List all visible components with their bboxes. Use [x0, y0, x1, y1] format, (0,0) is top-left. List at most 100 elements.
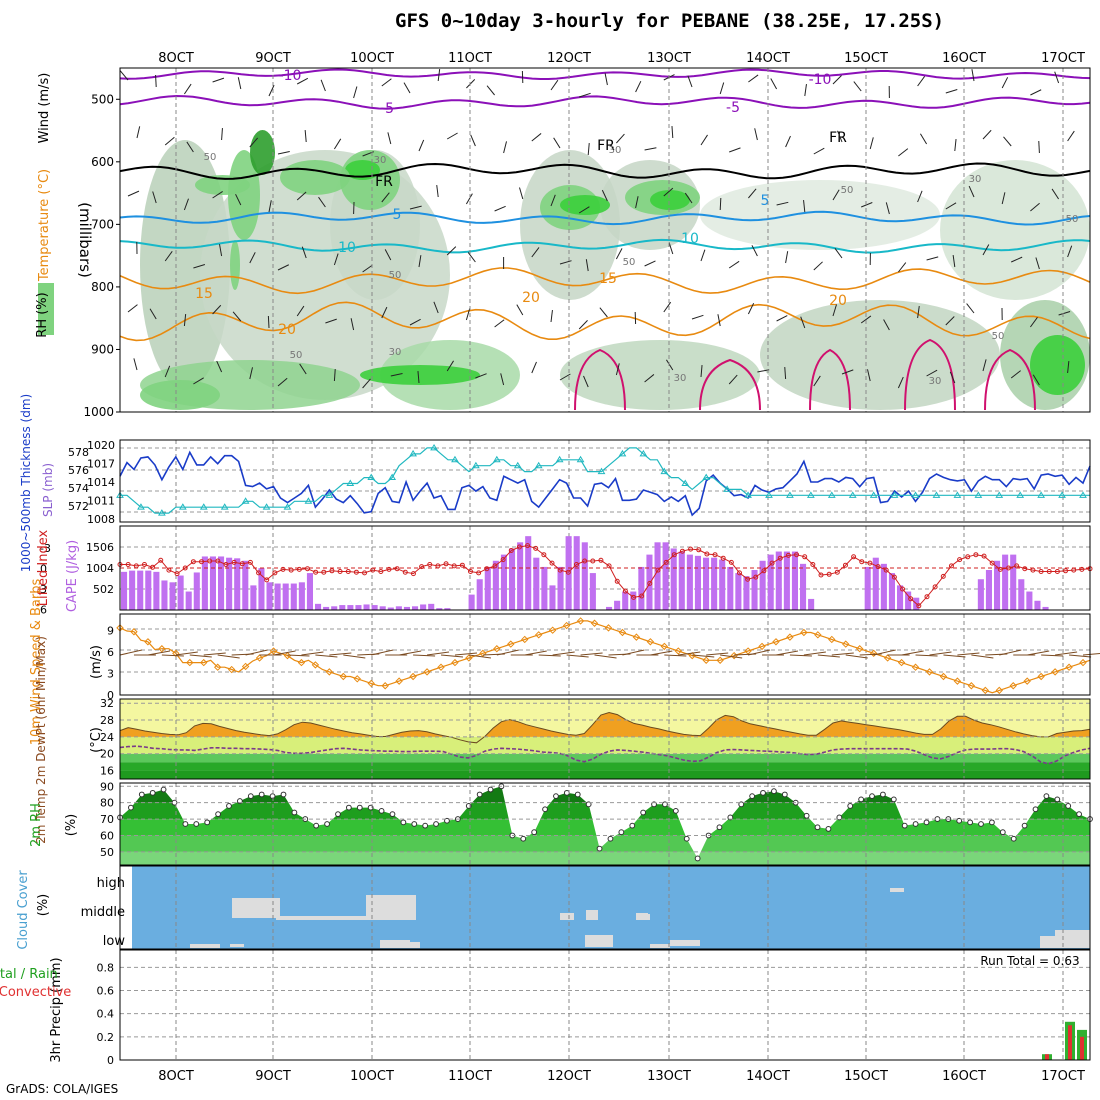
rh-moist-area	[250, 130, 275, 175]
wind-barb	[966, 303, 975, 314]
cape-bar	[589, 573, 596, 610]
x-tick-bottom: 12OCT	[547, 1069, 591, 1084]
slp-tick: 1014	[87, 476, 115, 489]
wind-speed-marker	[255, 654, 264, 662]
wind-barb	[550, 194, 556, 207]
wind-barb	[237, 77, 242, 90]
wind-barb	[362, 378, 371, 389]
wind-barb	[301, 246, 307, 259]
wind-barb	[719, 197, 722, 211]
wind-barb	[1054, 71, 1060, 84]
rh-marker	[760, 789, 766, 796]
wind-barb	[1001, 77, 1009, 89]
wind-barb	[1029, 316, 1038, 328]
wind-barb	[587, 143, 590, 156]
wind-speed-marker	[758, 642, 766, 651]
cape-bar	[290, 583, 297, 610]
surface-wind-barb	[399, 650, 422, 656]
cape-bar	[121, 571, 128, 610]
slp-marker	[513, 461, 522, 469]
wind-barb	[954, 139, 957, 152]
footer-credit: GrADS: COLA/IGES	[6, 1082, 119, 1096]
wind-barb	[644, 260, 656, 267]
x-tick-bottom: 14OCT	[746, 1069, 790, 1084]
lifted-index-marker	[516, 544, 522, 550]
wind-barb	[409, 318, 421, 326]
slp-marker	[786, 491, 794, 498]
lifted-index-marker	[785, 552, 791, 558]
cloud-level-label: middle	[81, 905, 125, 920]
rh-band	[120, 802, 1090, 820]
wind-speed-marker	[213, 663, 222, 671]
cross-section-frame	[119, 67, 1091, 413]
lifted-index-marker	[573, 562, 579, 567]
surface-wind-barb	[775, 650, 799, 656]
rh-moist-area	[560, 195, 610, 215]
surface-wind-barb	[566, 654, 589, 658]
cape-bar	[274, 583, 281, 610]
wind-barb	[813, 375, 821, 387]
wind-barb	[853, 81, 862, 92]
wind-barb	[917, 75, 926, 87]
slp-marker	[241, 497, 250, 504]
wind-barb	[164, 365, 171, 378]
cape-bar	[315, 603, 322, 610]
rh-marker	[356, 804, 363, 811]
wind-speed-marker	[953, 677, 962, 685]
surface-wind-barb	[552, 651, 575, 656]
surface-wind-barb	[692, 654, 715, 658]
wind-barb	[770, 78, 778, 90]
wind-barb	[500, 373, 505, 386]
lifted-index-marker	[769, 560, 775, 566]
temperature-legend-label: Temperature (°C)	[37, 169, 52, 282]
wind-speed-marker	[297, 658, 306, 667]
wind-speed-marker	[646, 638, 655, 646]
rh-contour-label: 50	[1066, 214, 1079, 225]
isotherm-25	[574, 348, 626, 411]
wind-barb	[325, 318, 337, 324]
slp-marker	[806, 491, 815, 498]
slp-tick: 1011	[87, 495, 115, 508]
wind-barb	[296, 305, 305, 317]
wind-barb	[1058, 311, 1071, 316]
wind-speed-marker	[869, 649, 878, 658]
lifted-index-marker	[679, 548, 685, 554]
cape-bar	[606, 606, 613, 610]
wind-speed-marker	[800, 628, 808, 637]
rh-marker	[160, 786, 167, 793]
wind-barb	[684, 192, 693, 204]
temp-tick: 28	[100, 714, 114, 727]
precip-tick: 0.8	[97, 961, 115, 974]
cloud-block	[366, 895, 416, 920]
lifted-index-marker	[614, 578, 620, 584]
surface-wind-barb	[747, 649, 771, 656]
cape-bar	[905, 591, 912, 610]
lifted-index-marker	[410, 571, 416, 577]
cape-bar	[169, 582, 176, 610]
rh-marker	[487, 786, 494, 793]
wind-barb	[841, 369, 854, 375]
slp-tick: 1020	[87, 439, 115, 452]
cape-bar	[129, 570, 136, 610]
wind-barb	[601, 189, 608, 202]
wind-barb	[318, 196, 326, 208]
wind-barb	[531, 133, 542, 142]
surface-wind-barb	[413, 654, 436, 657]
chart-title: GFS 0~10day 3-hourly for PEBANE (38.25E,…	[395, 10, 945, 32]
lifted-index-marker	[296, 566, 302, 572]
wind-barb	[119, 70, 129, 81]
lifted-index-marker	[639, 593, 645, 599]
thickness-tick: 572	[68, 500, 89, 513]
lifted-index-marker	[492, 563, 498, 569]
cape-bar	[686, 554, 693, 610]
cape-bar	[420, 604, 427, 610]
surface-wind-barb	[817, 654, 840, 658]
rh-marker	[1076, 811, 1083, 818]
wind-speed-marker	[828, 635, 836, 644]
lifted-index-marker	[419, 564, 425, 570]
wind-barb	[837, 130, 843, 143]
surface-wind-barb	[873, 649, 896, 656]
cape-bar	[209, 556, 216, 610]
cape-bar	[880, 563, 887, 610]
rh-tick: 80	[100, 797, 114, 810]
